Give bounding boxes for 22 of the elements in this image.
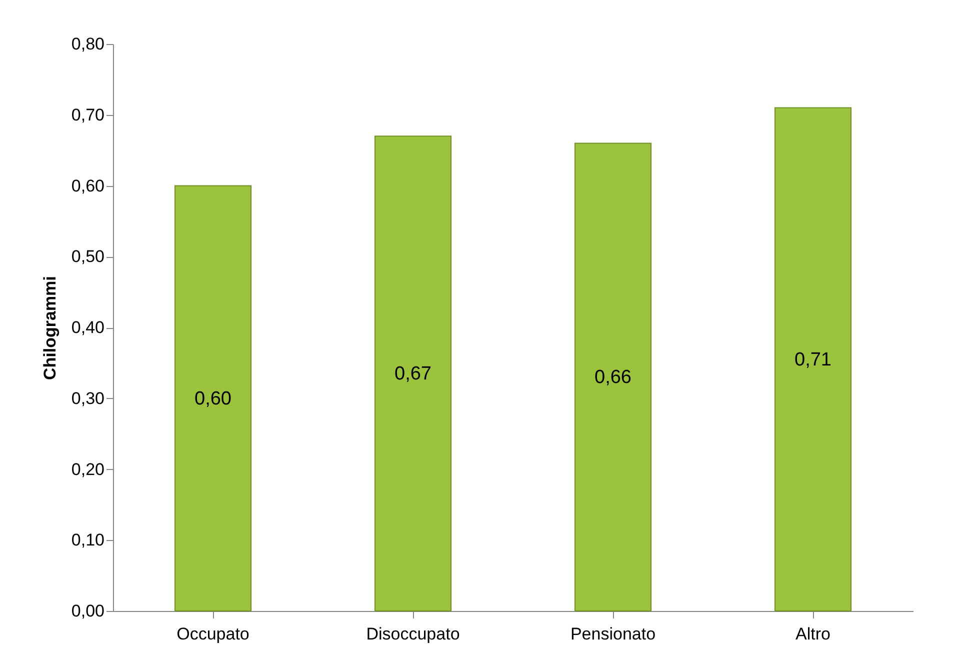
y-tick-label: 0,00 [71, 602, 104, 620]
bar [174, 185, 252, 612]
data-label: 0,67 [394, 364, 432, 385]
x-tick-label: Disoccupato [366, 624, 460, 644]
x-tick-label: Altro [796, 624, 830, 644]
y-tick-label: 0,30 [71, 388, 104, 408]
y-tick-label: 0,10 [71, 530, 104, 550]
bar [374, 136, 452, 612]
x-tick-label: Pensionato [570, 624, 656, 644]
y-tick-label: 0,50 [71, 247, 104, 266]
bar [774, 107, 852, 612]
y-tick-label: 0,20 [71, 460, 104, 479]
y-tick-label: 0,70 [71, 105, 104, 124]
x-tick-label: Occupato [176, 624, 250, 644]
y-axis-title: Chilogrammi [40, 276, 60, 380]
data-label: 0,60 [194, 388, 232, 410]
data-label: 0,71 [794, 349, 832, 370]
y-tick-label: 0,80 [71, 34, 104, 54]
y-tick-label: 0,40 [71, 318, 104, 337]
data-label: 0,66 [594, 367, 632, 388]
bar [574, 142, 652, 612]
y-tick-label: 0,60 [71, 176, 104, 196]
